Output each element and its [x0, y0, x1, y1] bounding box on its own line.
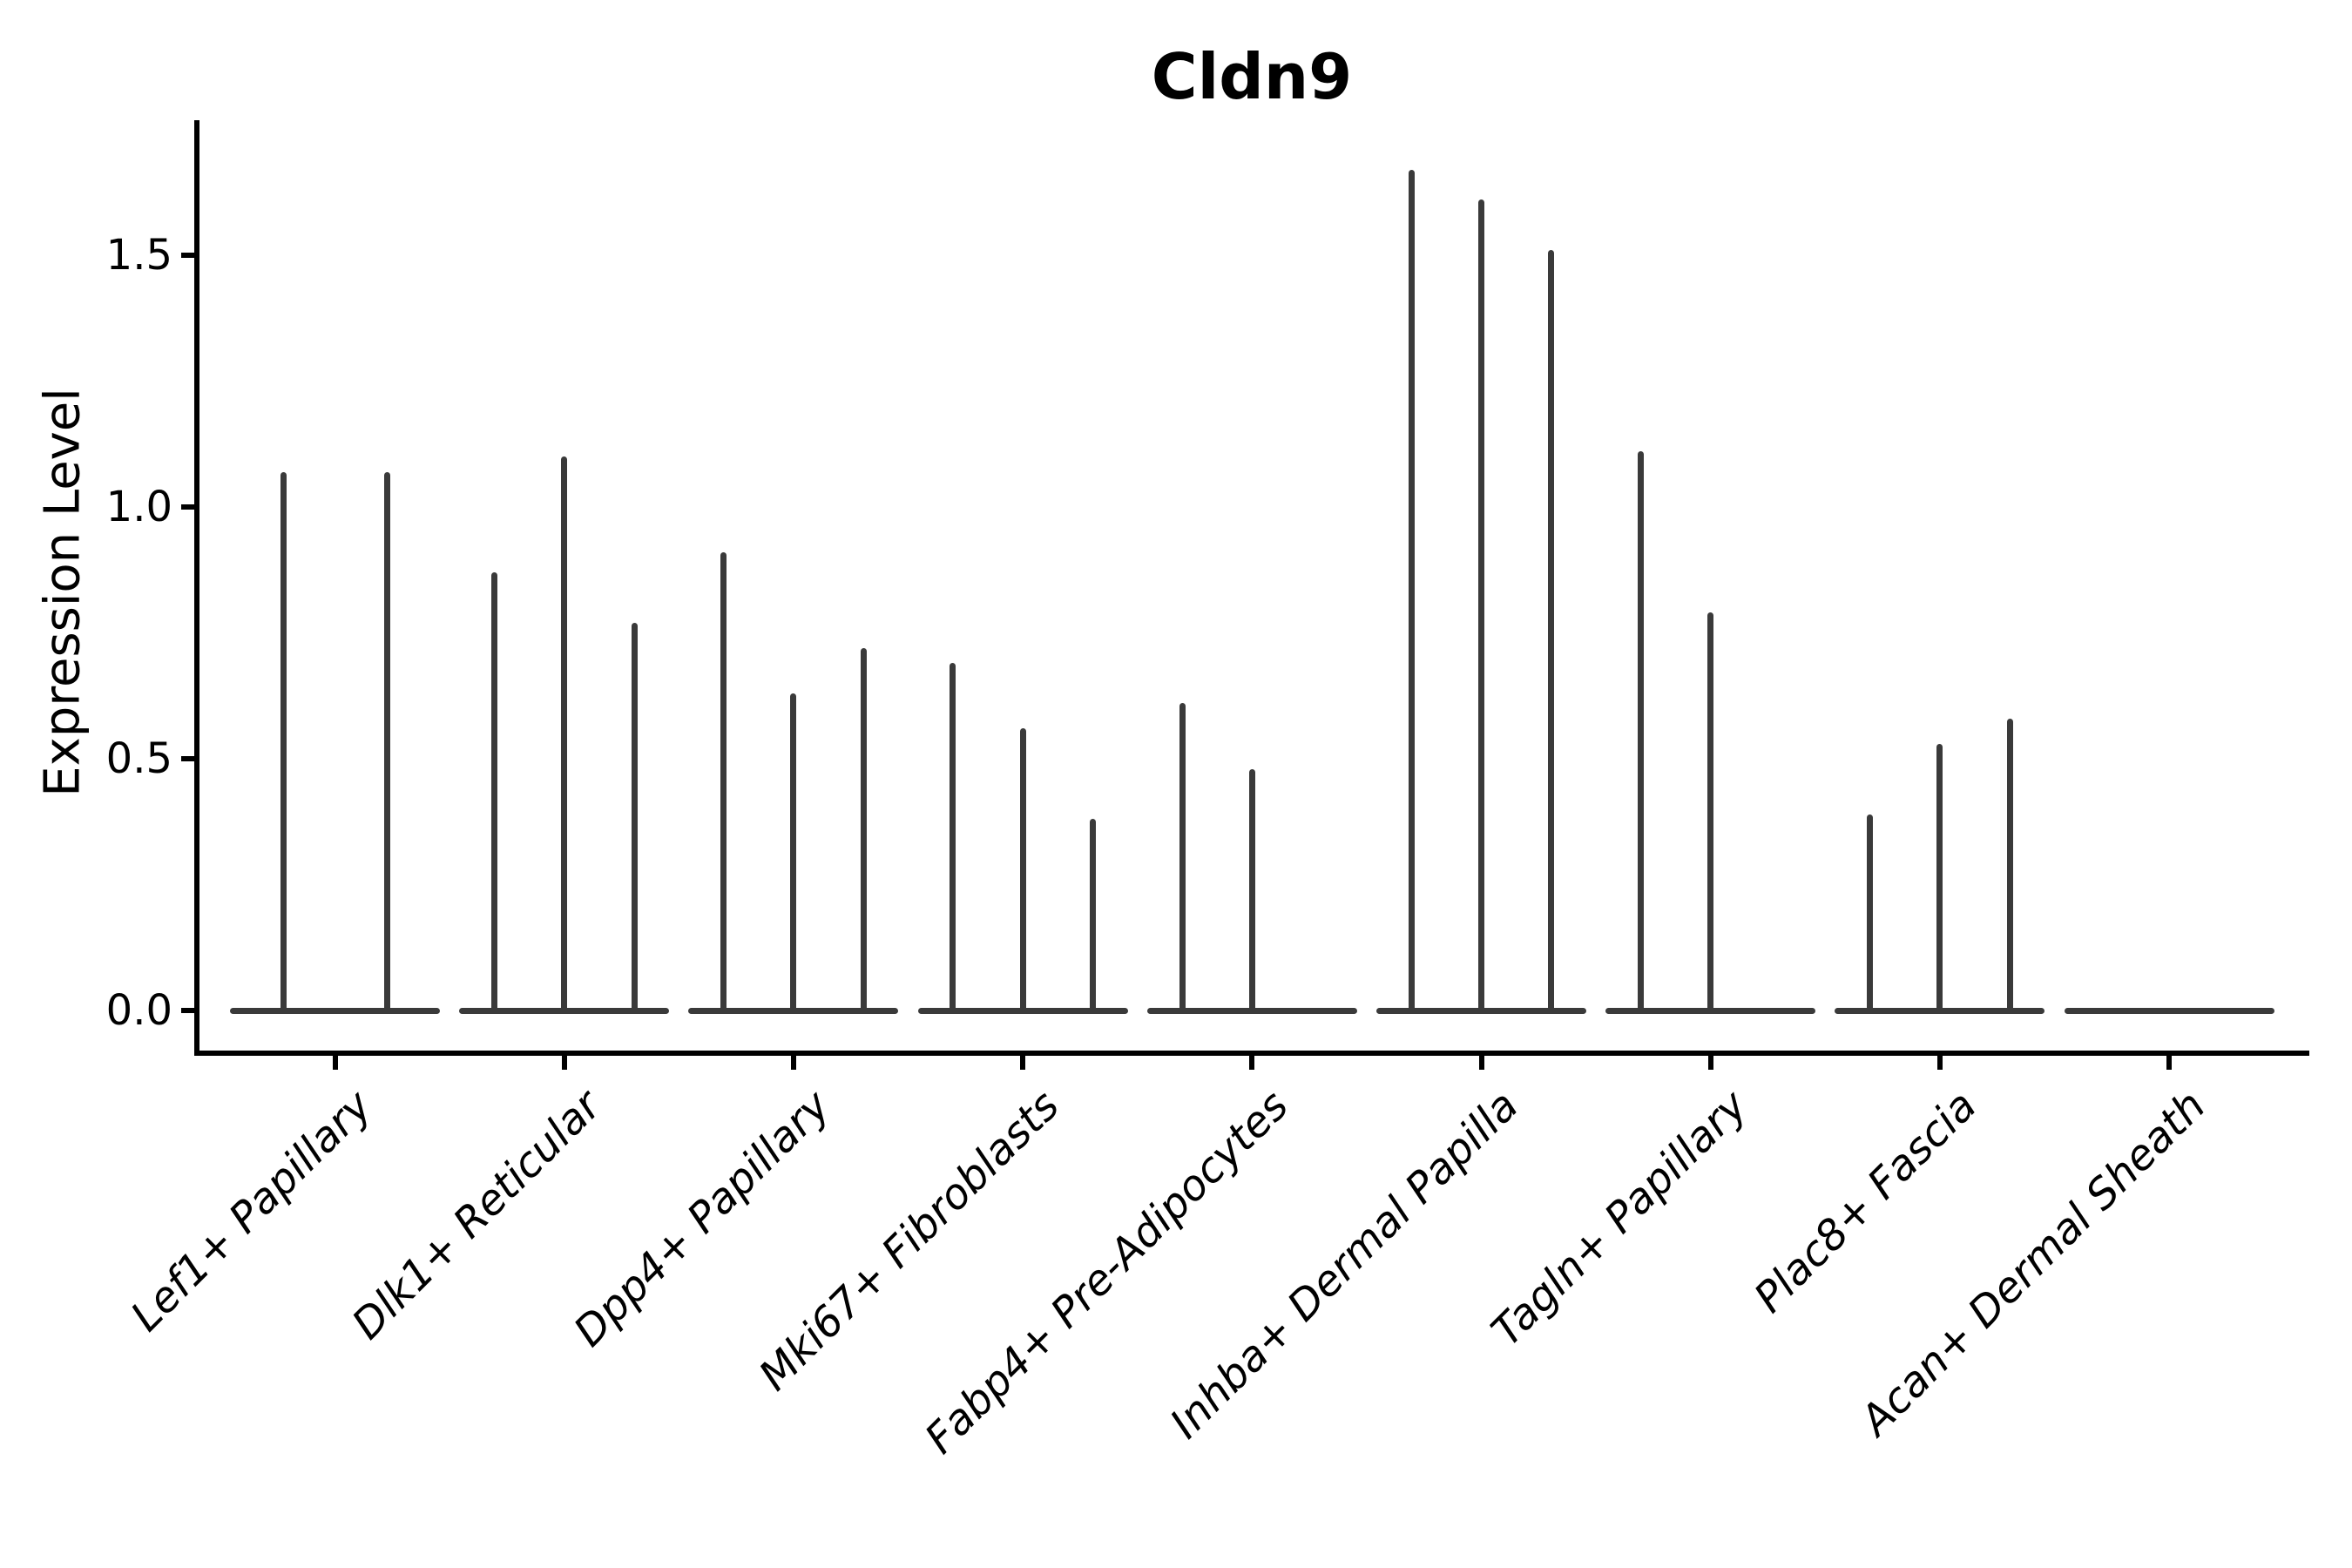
violin-spike — [950, 663, 956, 1013]
x-tick-label: Dlk1+ Reticular — [342, 1081, 611, 1349]
violin-spike — [631, 622, 638, 1013]
violin-spike — [1548, 250, 1555, 1013]
y-tick-mark — [181, 756, 194, 761]
y-tick-label: 0.5 — [105, 734, 172, 783]
violin-spike — [1478, 199, 1484, 1013]
violin-spike — [1637, 451, 1644, 1013]
x-tick-mark — [1249, 1056, 1255, 1070]
violin-spike — [1089, 819, 1096, 1013]
y-tick-label: 0.0 — [105, 986, 172, 1035]
x-tick-mark — [332, 1056, 338, 1070]
x-axis-spine — [194, 1051, 2309, 1056]
y-axis-spine — [194, 120, 199, 1056]
y-tick-label: 1.5 — [105, 231, 172, 280]
violin-spike — [720, 552, 727, 1013]
y-axis-label: Expression Level — [34, 388, 91, 797]
violin-spike — [2006, 718, 2013, 1013]
violin-spike — [383, 471, 390, 1013]
x-tick-label: Plac8+ Fascia — [1744, 1081, 1986, 1322]
x-tick-mark — [2166, 1056, 2173, 1070]
x-tick-mark — [1936, 1056, 1943, 1070]
violin-spike — [860, 647, 867, 1013]
y-tick-mark — [181, 504, 194, 510]
y-tick-label: 1.0 — [105, 483, 172, 531]
violin-spike — [280, 471, 287, 1013]
y-tick-mark — [181, 1008, 194, 1013]
violin-spike — [1248, 768, 1255, 1013]
violin-body — [230, 1007, 440, 1014]
x-tick-mark — [790, 1056, 796, 1070]
plot-title: Cldn9 — [1151, 40, 1353, 113]
y-tick-mark — [181, 253, 194, 258]
violin-spike — [490, 572, 497, 1013]
x-tick-mark — [561, 1056, 567, 1070]
violin-spike — [1867, 814, 1874, 1013]
violin-spike — [1408, 169, 1415, 1013]
violin-spike — [1019, 728, 1026, 1013]
x-tick-mark — [1020, 1056, 1026, 1070]
x-tick-label: Lef1+ Papillary — [121, 1081, 382, 1342]
violin-spike — [1707, 612, 1714, 1013]
violin-spike — [561, 456, 568, 1013]
violin-spike — [790, 693, 797, 1013]
violin-spike — [1179, 703, 1186, 1013]
violin-body — [2064, 1007, 2274, 1014]
x-tick-label: Tagln+ Papillary — [1482, 1081, 1757, 1356]
x-tick-label: Dpp4+ Papillary — [564, 1081, 840, 1356]
x-tick-mark — [1707, 1056, 1713, 1070]
x-tick-mark — [1478, 1056, 1484, 1070]
violin-spike — [1936, 743, 1943, 1013]
